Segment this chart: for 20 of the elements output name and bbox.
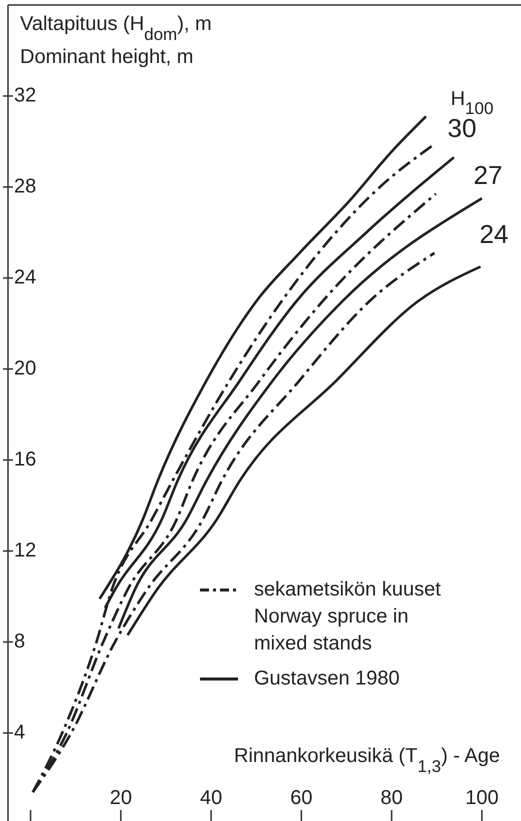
y-tick-label: 20	[14, 357, 36, 380]
annotation: 24	[480, 218, 508, 249]
y-tick-label: 24	[14, 266, 36, 288]
x-tick-label: 100	[465, 787, 499, 809]
legend-label: sekametsikön kuuset Norway spruce in mixed stands	[254, 578, 442, 654]
y-tick-label: 8	[14, 630, 26, 652]
y-tick-label: 32	[14, 84, 36, 106]
y-axis-title: Valtapituus (H$_{dom}$), m Dominant height, m	[20, 13, 212, 68]
x-tick-label: 40	[200, 787, 222, 809]
legend-label: Gustavsen 1980	[254, 667, 400, 690]
x-tick-label: 80	[380, 787, 403, 809]
y-tick-label: 28	[14, 175, 36, 198]
annotation: 27	[474, 160, 502, 190]
y-tick-label: 12	[14, 539, 36, 562]
y-tick-label: 16	[14, 448, 36, 470]
x-tick-label: 60	[290, 787, 312, 809]
y-tick-label: 4	[14, 721, 26, 744]
line-series	[126, 265, 482, 636]
x-tick-label: 20	[110, 787, 132, 809]
x-axis-title: Rinnankorkeusikä (T$_{1,3}$) - Age	[234, 745, 500, 776]
